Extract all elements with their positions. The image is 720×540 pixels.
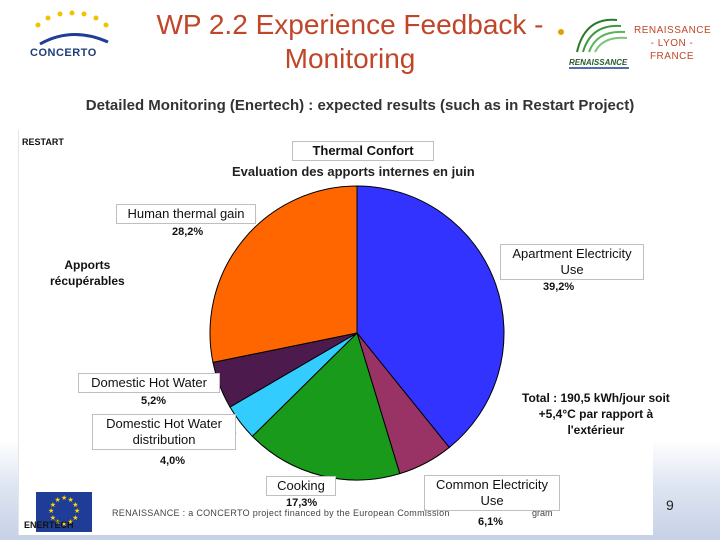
region-line: FRANCE xyxy=(649,51,695,62)
total-note: Total : 190,5 kWh/jour soit +5,4°C par r… xyxy=(522,390,670,438)
region-line: RENAISSANCE xyxy=(634,25,712,36)
eu-star-icon: ★ xyxy=(74,508,81,515)
pie-slice-human-thermal-gain xyxy=(209,185,358,363)
footer-text-tail: gram xyxy=(532,508,553,518)
page-number: 9 xyxy=(666,497,674,513)
eu-star-icon: ★ xyxy=(67,519,74,527)
total-note-line: Total : 190,5 kWh/jour soit xyxy=(522,391,670,405)
pct-label-apartment: 39,2% xyxy=(543,281,575,293)
pct-label-human: 28,2% xyxy=(172,226,204,238)
eu-flag-icon: ★ ★ ★ ★ ★ ★ ★ ★ ★ ★ ★ ★ xyxy=(36,492,92,532)
eu-star-icon: ★ xyxy=(72,514,79,522)
renaissance-logo xyxy=(558,18,629,69)
callout-line: Use xyxy=(560,262,584,277)
callout-human-thermal-gain: Human thermal gain xyxy=(116,204,256,224)
callout-line: Domestic Hot Water xyxy=(106,416,222,431)
pct-label-common: 6,1% xyxy=(478,516,504,528)
eu-star-icon: ★ xyxy=(54,496,61,504)
eu-star-icon: ★ xyxy=(48,508,55,515)
pie-slice-apartment-electricity-use xyxy=(356,185,505,449)
pct-label-dhw-distribution: 4,0% xyxy=(160,455,186,467)
region-line: - LYON - xyxy=(650,38,694,49)
eu-star-icon: ★ xyxy=(61,521,68,528)
slide-title-line: Monitoring xyxy=(284,43,416,74)
restart-label: RESTART xyxy=(22,137,64,147)
callout-dhw-distribution: Domestic Hot Water distribution xyxy=(92,414,236,450)
total-note-line: l'extérieur xyxy=(567,423,625,437)
callout-domestic-hot-water: Domestic Hot Water xyxy=(78,373,220,393)
callout-line: Use xyxy=(480,493,504,508)
callout-line: Common Electricity xyxy=(436,477,548,492)
callout-cooking: Cooking xyxy=(266,476,336,496)
concerto-logo-label: CONCERTO xyxy=(30,47,97,59)
eu-star-icon: ★ xyxy=(67,496,74,504)
eu-star-icon: ★ xyxy=(49,514,57,522)
renaissance-logo-label: RENAISSANCE xyxy=(569,58,628,67)
eu-star-icon: ★ xyxy=(49,501,57,509)
footer-text: RENAISSANCE : a CONCERTO project finance… xyxy=(112,508,450,518)
callout-line: distribution xyxy=(132,432,196,447)
callout-line: Apartment Electricity xyxy=(512,246,632,261)
slide-title-line: WP 2.2 Experience Feedback - xyxy=(156,9,544,40)
enertech-label: ENERTECH xyxy=(24,520,74,530)
eu-star-icon: ★ xyxy=(72,501,79,509)
slide-subtitle: Detailed Monitoring (Enertech) : expecte… xyxy=(85,97,635,114)
region-label: RENAISSANCE - LYON - FRANCE xyxy=(634,24,712,63)
pct-label-cooking: 17,3% xyxy=(286,497,318,509)
total-note-line: +5,4°C par rapport à xyxy=(538,407,654,421)
chart-title: Evaluation des apports internes en juin xyxy=(232,164,475,179)
apports-line: Apports xyxy=(64,258,111,272)
pie-slice-cooking xyxy=(251,332,401,481)
callout-apartment-electricity: Apartment Electricity Use xyxy=(500,244,644,280)
pct-label-dhw: 5,2% xyxy=(141,395,167,407)
apports-line: récupérables xyxy=(50,274,125,288)
eu-star-icon: ★ xyxy=(54,519,61,527)
apports-label: Apports récupérables xyxy=(50,257,125,289)
concerto-logo xyxy=(35,10,109,46)
eu-star-icon: ★ xyxy=(61,495,68,502)
callout-common-electricity: Common Electricity Use xyxy=(424,475,560,511)
callout-thermal-confort: Thermal Confort xyxy=(292,141,434,161)
slide-title: WP 2.2 Experience Feedback - Monitoring xyxy=(140,8,560,76)
